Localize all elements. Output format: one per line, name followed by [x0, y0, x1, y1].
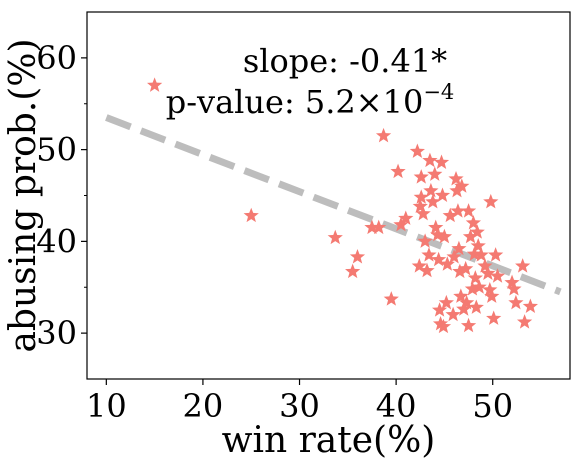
data-point: [398, 210, 414, 225]
annotation-pvalue-base: p-value: 5.2×10: [166, 83, 424, 121]
data-point: [469, 224, 485, 239]
data-point: [390, 163, 406, 179]
data-point: [371, 219, 387, 235]
data-point: [427, 166, 443, 181]
data-point: [452, 263, 468, 279]
data-point: [431, 302, 448, 317]
data-point: [480, 265, 496, 280]
data-point: [522, 298, 538, 313]
x-tick-label: 10: [86, 387, 127, 425]
data-point: [449, 182, 465, 198]
data-point: [462, 228, 479, 244]
data-point: [477, 258, 493, 273]
data-point: [417, 233, 433, 248]
x-tick-label: 20: [183, 387, 224, 425]
data-point: [243, 207, 259, 223]
data-point: [473, 247, 489, 262]
x-tick-label: 30: [279, 387, 320, 425]
data-point: [486, 310, 502, 325]
data-point: [432, 315, 449, 331]
data-point: [412, 198, 428, 213]
ticks-layer: 10 20 30 40 50 30 40 50 60: [36, 39, 513, 425]
annotation-pvalue-exponent: −4: [423, 80, 454, 104]
data-point: [430, 226, 446, 242]
data-point: [349, 248, 366, 264]
data-point: [409, 143, 425, 158]
data-point: [464, 281, 481, 296]
data-point: [434, 187, 451, 202]
data-point: [460, 203, 477, 218]
data-point: [393, 216, 409, 232]
data-point: [442, 207, 458, 223]
data-point: [415, 205, 431, 221]
data-point: [484, 288, 500, 303]
y-tick-label: 30: [36, 314, 77, 352]
data-point: [504, 274, 520, 290]
data-point: [439, 256, 455, 271]
data-point: [436, 228, 453, 244]
data-point: [508, 294, 524, 310]
x-tick-label: 50: [472, 387, 513, 425]
data-point: [425, 193, 441, 209]
y-tick-label: 40: [36, 222, 77, 260]
data-point: [483, 193, 499, 209]
annotation-slope: slope: -0.41*: [243, 42, 447, 80]
data-point: [327, 229, 343, 245]
data-point: [419, 262, 435, 278]
y-axis-label: abusing prob.(%): [3, 38, 44, 352]
data-point: [433, 154, 450, 169]
data-point: [467, 270, 483, 285]
data-point: [445, 306, 461, 322]
x-axis-label: win rate(%): [222, 420, 436, 461]
data-point: [428, 219, 444, 235]
data-point: [422, 152, 438, 168]
data-point: [458, 260, 474, 276]
data-point: [454, 178, 470, 193]
data-point: [451, 240, 467, 256]
data-point: [383, 291, 399, 306]
y-tick-label: 50: [36, 131, 77, 169]
data-point: [413, 169, 429, 184]
data-point: [488, 247, 504, 262]
x-tick-label: 40: [376, 387, 417, 425]
data-point: [364, 219, 380, 235]
data-point: [375, 127, 392, 143]
data-point: [516, 314, 533, 329]
data-point: [448, 170, 464, 186]
data-point: [482, 282, 498, 297]
data-point: [456, 301, 472, 316]
data-point: [515, 258, 531, 273]
trend-line: [105, 114, 562, 296]
data-point: [489, 268, 506, 283]
annotation-pvalue: p-value: 5.2×10−4: [166, 80, 455, 121]
data-point: [413, 189, 429, 204]
data-point: [345, 263, 361, 279]
data-point: [453, 288, 469, 303]
data-point: [423, 182, 439, 198]
data-point: [421, 247, 437, 262]
data-point: [435, 318, 452, 334]
data-point: [459, 294, 475, 310]
trend-layer: [105, 114, 562, 296]
data-point: [460, 317, 477, 333]
y-tick-label: 60: [36, 39, 77, 77]
data-point: [471, 279, 487, 294]
data-point: [468, 299, 484, 314]
data-point: [465, 215, 482, 230]
data-point: [470, 237, 486, 253]
data-point: [506, 281, 522, 296]
data-point: [438, 294, 454, 310]
data-point: [411, 258, 427, 273]
data-point: [446, 248, 462, 264]
data-point: [450, 203, 466, 218]
data-point: [431, 251, 447, 267]
data-point: [147, 77, 163, 92]
data-point: [466, 246, 482, 261]
points-layer: [147, 77, 538, 334]
